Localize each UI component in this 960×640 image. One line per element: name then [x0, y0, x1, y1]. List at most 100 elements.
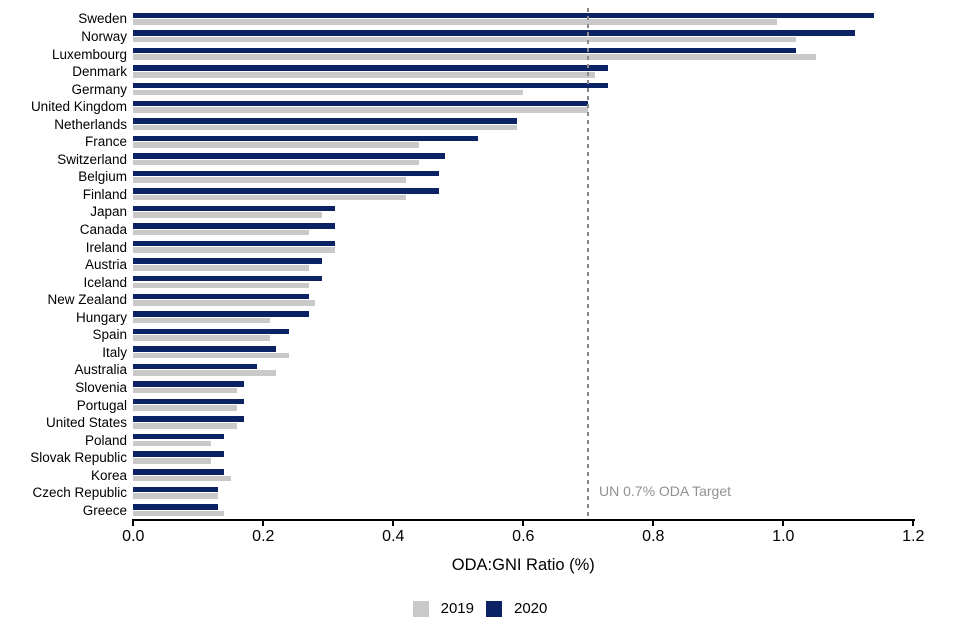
x-tick-label-1.2: 1.2	[902, 528, 925, 545]
bar-2020-iceland	[133, 275, 322, 282]
country-label-finland: Finland	[82, 186, 127, 202]
bar-2019-united-kingdom	[133, 107, 589, 113]
bar-2020-hungary	[133, 311, 309, 317]
bar-2019-slovak-republic	[133, 458, 212, 464]
bar-2020-luxembourg	[133, 47, 797, 54]
x-tick-0.8	[652, 521, 655, 526]
x-tick-label-0.2: 0.2	[252, 528, 275, 545]
x-axis-title: ODA:GNI Ratio (%)	[451, 556, 595, 574]
bar-2019-finland	[133, 194, 407, 201]
bar-2020-japan	[133, 205, 335, 212]
x-tick-0.0	[132, 521, 135, 526]
country-label-switzerland: Switzerland	[57, 151, 127, 167]
country-label-sweden: Sweden	[78, 11, 127, 27]
bar-2020-canada	[133, 223, 335, 229]
x-tick-1.0	[782, 521, 785, 526]
bar-2020-sweden	[133, 12, 875, 19]
country-label-portugal: Portugal	[76, 397, 127, 413]
bar-2020-switzerland	[133, 153, 446, 159]
x-tick-0.4	[392, 521, 395, 526]
bar-2019-greece	[133, 510, 225, 517]
bar-2020-australia	[133, 363, 257, 370]
country-label-new-zealand: New Zealand	[47, 292, 127, 308]
bar-2019-germany	[133, 89, 524, 96]
bar-2019-australia	[133, 370, 277, 376]
country-label-slovenia: Slovenia	[75, 379, 127, 395]
bar-2020-netherlands	[133, 118, 517, 124]
bar-2020-ireland	[133, 240, 335, 247]
bar-2020-denmark	[133, 65, 608, 71]
x-tick-label-0.8: 0.8	[642, 528, 665, 545]
country-label-denmark: Denmark	[72, 64, 127, 80]
bar-2020-greece	[133, 504, 218, 510]
bar-2019-czech-republic	[133, 493, 218, 499]
country-label-czech-republic: Czech Republic	[32, 485, 127, 501]
bar-2020-poland	[133, 433, 225, 440]
x-tick-label-0.4: 0.4	[382, 528, 405, 545]
bar-2019-iceland	[133, 282, 309, 289]
country-label-korea: Korea	[90, 467, 127, 483]
bar-2019-spain	[133, 335, 270, 341]
bar-2020-austria	[133, 258, 322, 264]
country-label-australia: Australia	[74, 362, 127, 378]
country-label-greece: Greece	[82, 502, 127, 518]
x-tick-0.2	[262, 521, 265, 526]
bar-2020-france	[133, 135, 478, 142]
bar-2019-switzerland	[133, 159, 420, 166]
bar-2019-japan	[133, 212, 322, 218]
bar-2019-poland	[133, 440, 212, 447]
bar-2019-slovenia	[133, 387, 238, 394]
bar-2020-new-zealand	[133, 293, 309, 300]
x-tick-label-0.0: 0.0	[122, 528, 145, 545]
legend: 2019 2020	[0, 600, 960, 617]
country-label-slovak-republic: Slovak Republic	[30, 450, 127, 466]
country-label-italy: Italy	[102, 344, 127, 360]
country-label-united-states: United States	[45, 415, 127, 431]
bar-2020-norway	[133, 30, 855, 36]
legend-swatch-2020	[486, 600, 502, 617]
bar-2019-canada	[133, 229, 309, 236]
bar-2019-korea	[133, 475, 231, 482]
bar-2020-slovak-republic	[133, 451, 225, 457]
bar-2020-united-states	[133, 416, 244, 422]
un-target-annotation: UN 0.7% ODA Target	[599, 483, 732, 499]
bar-2019-new-zealand	[133, 300, 316, 306]
country-label-germany: Germany	[71, 81, 127, 97]
country-label-canada: Canada	[79, 222, 127, 237]
bar-2019-luxembourg	[133, 54, 816, 60]
bar-2019-denmark	[133, 72, 595, 78]
bar-2019-united-states	[133, 423, 238, 429]
country-label-spain: Spain	[92, 327, 127, 343]
legend-label-2019: 2019	[440, 600, 474, 617]
bar-2019-norway	[133, 36, 797, 43]
bar-2020-germany	[133, 82, 608, 89]
bar-2019-austria	[133, 265, 309, 271]
bar-2020-spain	[133, 328, 290, 335]
country-label-belgium: Belgium	[78, 169, 127, 185]
bar-2020-korea	[133, 469, 225, 475]
country-label-luxembourg: Luxembourg	[51, 46, 127, 62]
x-tick-1.2	[912, 521, 915, 526]
x-tick-label-1.0: 1.0	[772, 528, 795, 545]
x-tick-0.6	[522, 521, 525, 526]
country-label-france: France	[84, 134, 127, 150]
bar-2019-france	[133, 142, 420, 148]
country-label-iceland: Iceland	[83, 274, 127, 290]
country-label-ireland: Ireland	[85, 239, 127, 255]
bar-2019-portugal	[133, 405, 238, 411]
country-label-united-kingdom: United Kingdom	[30, 99, 127, 115]
un-target-reference-line	[587, 8, 590, 518]
bar-2020-portugal	[133, 398, 244, 405]
country-label-japan: Japan	[90, 204, 127, 220]
country-label-norway: Norway	[81, 28, 127, 44]
bar-2019-italy	[133, 352, 290, 359]
bar-2019-belgium	[133, 177, 407, 183]
bar-2020-belgium	[133, 170, 439, 177]
legend-swatch-2019	[412, 600, 429, 617]
bar-2019-hungary	[133, 317, 270, 324]
bar-2020-czech-republic	[133, 486, 218, 493]
bar-2019-sweden	[133, 19, 777, 25]
country-label-hungary: Hungary	[75, 309, 127, 325]
